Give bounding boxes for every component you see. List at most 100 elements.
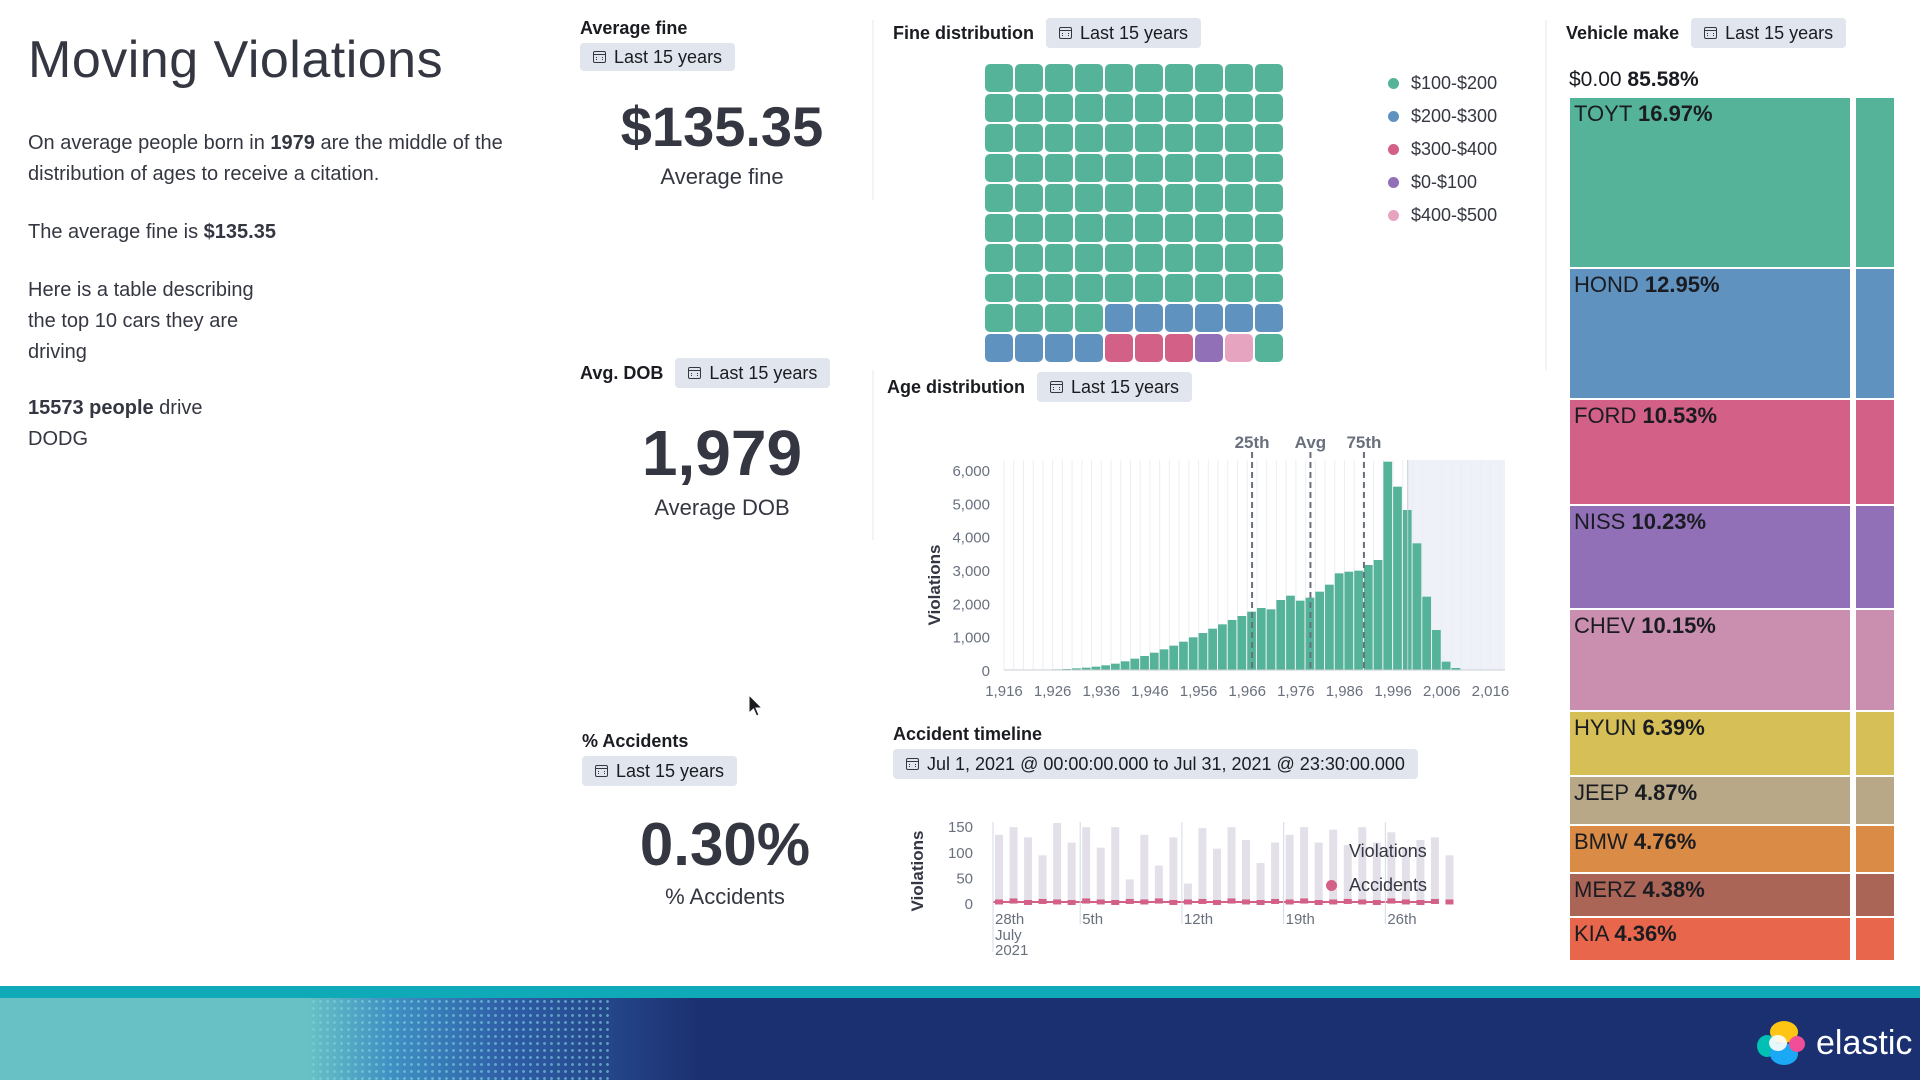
- age-bar: [1412, 543, 1422, 670]
- treemap-cell-hyun[interactable]: HYUN 6.39%: [1569, 711, 1851, 776]
- treemap-cell-hond[interactable]: HOND 12.95%: [1569, 268, 1851, 400]
- accident-timeline-panel[interactable]: Accident timeline Jul 1, 2021 @ 00:00:00…: [893, 724, 1418, 779]
- legend-label: $0-$100: [1411, 172, 1478, 192]
- pct-accidents-panel[interactable]: % Accidents Last 15 years: [582, 731, 872, 786]
- treemap-cell-label: CHEV: [1574, 612, 1642, 638]
- waffle-cell: [1015, 244, 1043, 272]
- waffle-cell: [1075, 184, 1103, 212]
- treemap-cell-niss[interactable]: NISS 10.23%: [1569, 505, 1851, 609]
- x-tick-label: 2,006: [1423, 683, 1461, 700]
- accident-timeline-chart[interactable]: 150 100 50 0 Violations 28th 5th 12th 19th 26th Ju…: [893, 800, 1473, 965]
- age-bar: [1354, 570, 1363, 670]
- legend-item[interactable]: $400-$500: [1388, 199, 1497, 232]
- treemap-header: $0.00 85.58%: [1569, 68, 1699, 92]
- time-range-badge[interactable]: Last 15 years: [1037, 372, 1193, 402]
- time-range-badge[interactable]: Last 15 years: [582, 756, 738, 786]
- vehicle-make-treemap[interactable]: TOYT 16.97% HOND 12.95% FORD 10.53% NISS 10…: [1569, 97, 1851, 961]
- age-bar: [1218, 624, 1227, 670]
- waffle-cell: [1015, 94, 1043, 122]
- treemap-cell-bmw[interactable]: BMW 4.76%: [1569, 824, 1851, 873]
- legend-item[interactable]: Violations: [1326, 834, 1427, 868]
- waffle-cell: [1075, 244, 1103, 272]
- time-range-badge[interactable]: Last 15 years: [1046, 18, 1202, 48]
- y-tick-label: 6,000: [952, 463, 990, 480]
- metric-label: Average DOB: [654, 495, 790, 520]
- time-range-badge[interactable]: Last 15 years: [675, 358, 831, 388]
- x-tick-label: 1,916: [985, 683, 1023, 700]
- treemap-cell-pct: 4.36%: [1614, 920, 1677, 946]
- waffle-cell: [1105, 214, 1133, 242]
- fine-distribution-panel[interactable]: Fine distribution Last 15 years: [893, 18, 1202, 48]
- treemap-cell-pct: 6.39%: [1642, 715, 1705, 741]
- accidents-mark: [1372, 899, 1381, 905]
- treemap-cell-pct: 10.23%: [1631, 509, 1707, 535]
- violations-bar: [1300, 827, 1309, 904]
- treemap-cell-merz[interactable]: MERZ 4.38%: [1569, 872, 1851, 917]
- accidents-mark: [1430, 898, 1439, 904]
- treemap-cell-pct: 12.95%: [1644, 272, 1720, 298]
- fine-distribution-legend: $100-$200 $200-$300 $300-$400 $0-$100 $400-$…: [1388, 67, 1497, 232]
- waffle-cell: [1135, 214, 1163, 242]
- legend-item[interactable]: $300-$400: [1388, 133, 1497, 166]
- legend-dot: [1388, 144, 1399, 155]
- time-range-badge[interactable]: Jul 1, 2021 @ 00:00:00.000 to Jul 31, 20…: [893, 749, 1418, 779]
- waffle-cell: [985, 64, 1013, 92]
- y-tick-label: 2,000: [952, 596, 990, 613]
- waffle-cell: [1105, 64, 1133, 92]
- strip-cell: [1855, 916, 1895, 961]
- markdown-paragraph-1: On average people born in 1979 are the m…: [28, 128, 538, 190]
- footer-dots: [310, 998, 610, 1080]
- time-range-badge[interactable]: Last 15 years: [1691, 18, 1847, 48]
- waffle-cell: [1255, 244, 1283, 272]
- x-tick-label: 5th: [1082, 911, 1103, 928]
- waffle-cell: [1015, 304, 1043, 332]
- treemap-cell-chev[interactable]: CHEV 10.15%: [1569, 608, 1851, 712]
- avg-dob-panel[interactable]: Avg. DOB Last 15 years: [580, 358, 870, 388]
- strip-cell: [1855, 711, 1895, 776]
- age-bar: [1208, 628, 1218, 670]
- age-bar: [1188, 637, 1198, 670]
- waffle-cell: [985, 244, 1013, 272]
- waffle-cell: [1195, 274, 1223, 302]
- waffle-cell: [1135, 94, 1163, 122]
- violations-bar: [1053, 823, 1062, 904]
- text: On average people born in: [28, 132, 271, 154]
- legend-item[interactable]: $0-$100: [1388, 166, 1497, 199]
- legend-item[interactable]: $200-$300: [1388, 100, 1497, 133]
- fine-distribution-waffle[interactable]: [985, 64, 1285, 364]
- panel-title: Average fine: [580, 18, 688, 38]
- treemap-cell-pct: 16.97%: [1637, 101, 1713, 126]
- time-range-badge[interactable]: Last 15 years: [580, 43, 736, 71]
- average-fine-panel[interactable]: Average fine Last 15 years: [580, 18, 870, 208]
- waffle-cell: [1045, 94, 1073, 122]
- treemap-cell-ford[interactable]: FORD 10.53%: [1569, 399, 1851, 506]
- badge-label: Last 15 years: [616, 760, 725, 781]
- marker-label: Avg: [1295, 433, 1327, 452]
- violations-bar: [1416, 839, 1425, 904]
- violations-bar: [1242, 839, 1251, 904]
- treemap-cell-toyt[interactable]: TOYT 16.97%: [1569, 97, 1851, 269]
- x-tick-label: 1,976: [1277, 683, 1315, 700]
- waffle-cell: [1015, 154, 1043, 182]
- metric-value: $135.35: [620, 95, 824, 158]
- treemap-cell-kia[interactable]: KIA 4.36%: [1569, 916, 1851, 961]
- legend-item[interactable]: Accidents: [1326, 868, 1427, 902]
- violations-bar: [1212, 848, 1221, 904]
- accidents-mark: [1082, 898, 1091, 904]
- strip-cell: [1855, 399, 1895, 506]
- age-bar: [1081, 667, 1091, 670]
- accidents-mark: [1227, 898, 1236, 904]
- treemap-cell-label: HOND: [1574, 272, 1645, 298]
- legend-item[interactable]: $100-$200: [1388, 67, 1497, 100]
- bold-count: 15573 people: [28, 397, 154, 419]
- age-distribution-panel[interactable]: Age distribution Last 15 years: [887, 372, 1193, 402]
- text: are the middle of the distribution of ag…: [28, 132, 503, 185]
- x-tick-label: 12th: [1184, 911, 1213, 928]
- waffle-cell: [1225, 94, 1253, 122]
- x-tick-label: 1,956: [1180, 683, 1218, 700]
- treemap-cell-jeep[interactable]: JEEP 4.87%: [1569, 775, 1851, 825]
- age-distribution-chart[interactable]: 6,000 5,000 4,000 3,000 2,000 1,000 0 1,916 1,92…: [890, 430, 1530, 710]
- age-bar: [1120, 661, 1130, 670]
- vehicle-make-panel[interactable]: Vehicle make Last 15 years: [1566, 18, 1847, 48]
- y-tick-label: 0: [982, 663, 990, 680]
